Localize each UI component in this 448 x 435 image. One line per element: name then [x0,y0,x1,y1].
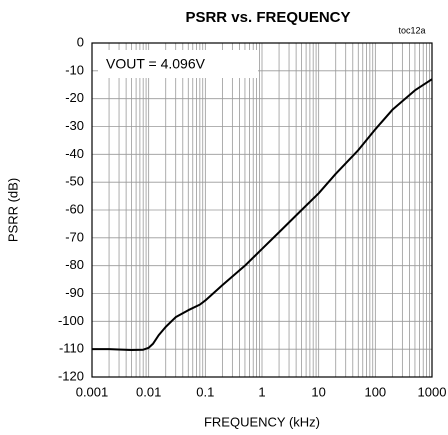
y-tick-label: -10 [65,62,84,77]
y-tick-label: -50 [65,174,84,189]
x-tick-label: 1 [258,384,265,399]
x-tick-label: 1000 [418,384,447,399]
y-tick-label: -40 [65,146,84,161]
y-tick-label: -60 [65,201,84,216]
x-tick-label: 0.01 [136,384,161,399]
x-tick-label: 0.1 [196,384,214,399]
y-tick-label: -20 [65,90,84,105]
y-tick-label: -30 [65,118,84,133]
data-line [92,78,433,351]
y-tick-label: -120 [58,368,84,383]
x-tick-label: 0.001 [76,384,109,399]
x-axis-label: FREQUENCY (kHz) [204,414,320,429]
y-tick-label: 0 [77,34,84,49]
y-tick-label: -100 [58,313,84,328]
y-tick-label: -80 [65,257,84,272]
plot-frame [91,42,433,378]
annotation: VOUT = 4.096V [106,56,206,72]
x-tick-label: 10 [311,384,325,399]
y-tick-label: -110 [59,341,84,356]
y-tick-label: -90 [65,285,84,300]
chart-title: PSRR vs. FREQUENCY [185,9,350,26]
y-tick-label: -70 [65,229,84,244]
y-axis-label: PSRR (dB) [5,178,20,242]
x-tick-label: 100 [364,384,386,399]
annotation-box [98,50,258,78]
chart-tag: toc12a [398,25,425,35]
